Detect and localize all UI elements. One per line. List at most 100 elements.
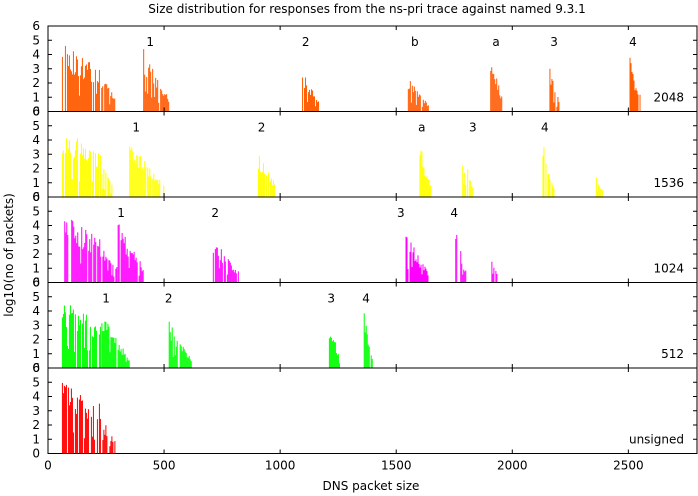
bar-1024-0-20 xyxy=(84,242,86,283)
bar-2048-4-3 xyxy=(410,102,412,112)
bar-unsigned-1-1 xyxy=(102,440,104,454)
bar-2048-0-22 xyxy=(83,77,85,112)
bar-2048-5-3 xyxy=(493,74,495,112)
panel-label: 512 xyxy=(661,347,684,361)
bar-2048-1-7 xyxy=(107,88,109,112)
bar-2048-4-19 xyxy=(426,105,428,112)
bar-512-1-4 xyxy=(105,321,107,368)
bar-1024-2-7 xyxy=(124,236,126,283)
bar-1536-4-10 xyxy=(429,185,431,197)
bar-1536-5-1 xyxy=(462,165,464,197)
bar-512-4-10 xyxy=(338,363,340,368)
bar-512-1-5 xyxy=(106,329,108,368)
bar-2048-2-17 xyxy=(160,88,162,112)
panel-label: 1024 xyxy=(653,262,684,276)
bar-512-3-22 xyxy=(190,361,192,368)
bar-2048-6-8 xyxy=(557,96,559,112)
bar-512-0-15 xyxy=(76,331,78,368)
y-tick-label: 2 xyxy=(32,418,40,432)
bar-1536-0-26 xyxy=(87,158,89,197)
bar-512-0-13 xyxy=(74,314,76,368)
bar-512-4-8 xyxy=(336,355,338,368)
bar-1536-2-9 xyxy=(138,167,140,197)
bar-1536-2-16 xyxy=(145,166,147,197)
y-tick-label: 1 xyxy=(32,90,40,104)
bar-512-0-38 xyxy=(99,326,101,368)
bar-512-0-8 xyxy=(69,305,71,368)
bar-512-2-6 xyxy=(123,354,125,368)
annotation-label: 3 xyxy=(550,35,558,49)
bar-2048-7-0 xyxy=(629,57,631,112)
bar-1536-5-8 xyxy=(469,179,471,197)
bar-512-2-11 xyxy=(128,360,130,368)
bar-512-0-11 xyxy=(72,309,74,368)
bar-2048-0-8 xyxy=(69,69,71,112)
bar-1024-1-3 xyxy=(104,260,106,283)
bar-2048-0-17 xyxy=(78,95,80,112)
bar-unsigned-0-7 xyxy=(68,405,70,454)
bar-1024-6-1 xyxy=(492,273,494,283)
bar-2048-5-11 xyxy=(501,96,503,112)
bar-2048-6-9 xyxy=(558,102,560,112)
bar-1024-3-17 xyxy=(229,262,231,283)
bar-2048-5-5 xyxy=(495,84,497,112)
bar-512-3-13 xyxy=(181,351,183,368)
bar-1024-0-21 xyxy=(85,229,87,283)
y-tick-label: 5 xyxy=(32,375,40,389)
bar-1536-3-7 xyxy=(263,173,265,197)
bar-2048-1-2 xyxy=(102,86,104,112)
bar-unsigned-0-37 xyxy=(98,403,100,454)
bar-1536-4-4 xyxy=(423,168,425,197)
bar-1536-0-8 xyxy=(69,152,71,197)
bar-1024-0-33 xyxy=(97,245,99,283)
bar-2048-2-7 xyxy=(150,71,152,112)
bar-2048-0-28 xyxy=(89,68,91,112)
bar-unsigned-0-22 xyxy=(83,438,85,454)
bar-1024-4-9 xyxy=(414,261,416,283)
bar-2048-4-0 xyxy=(407,89,409,112)
bar-512-4-3 xyxy=(331,341,333,368)
bar-1024-3-8 xyxy=(220,249,222,283)
chart-title: Size distribution for responses from the… xyxy=(148,2,585,16)
bar-2048-2-1 xyxy=(144,74,146,112)
bar-2048-7-7 xyxy=(636,90,638,112)
bar-1024-0-25 xyxy=(89,239,91,283)
bar-512-1-12 xyxy=(113,337,115,368)
bar-1536-0-11 xyxy=(72,158,74,197)
bar-unsigned-0-15 xyxy=(76,397,78,454)
bar-512-4-7 xyxy=(335,352,337,368)
bar-512-3-4 xyxy=(172,356,174,368)
bar-512-0-5 xyxy=(66,345,68,368)
bar-2048-2-21 xyxy=(164,94,166,112)
bar-1536-2-1 xyxy=(130,149,132,197)
bar-1536-2-13 xyxy=(142,167,144,197)
bar-1024-1-10 xyxy=(111,275,113,283)
bar-2048-4-16 xyxy=(423,103,425,112)
bar-512-0-30 xyxy=(91,336,93,368)
bar-unsigned-1-8 xyxy=(109,446,111,454)
bar-1024-4-1 xyxy=(406,237,408,283)
bar-1536-4-2 xyxy=(421,151,423,197)
bar-512-0-31 xyxy=(92,337,94,368)
bar-1024-0-16 xyxy=(80,263,82,283)
bar-1024-4-2 xyxy=(407,269,409,283)
bar-1536-0-36 xyxy=(97,153,99,197)
bar-1536-0-23 xyxy=(84,148,86,197)
bar-unsigned-0-9 xyxy=(70,388,72,454)
bar-512-0-3 xyxy=(64,312,66,368)
bar-2048-3-10 xyxy=(311,89,313,112)
bar-2048-2-25 xyxy=(168,101,170,112)
annotation-label: 4 xyxy=(362,292,370,306)
bar-1024-2-21 xyxy=(138,275,140,283)
bar-1024-2-25 xyxy=(142,270,144,283)
y-tick-label: 0 xyxy=(32,105,40,119)
bar-2048-2-2 xyxy=(145,91,147,112)
bar-2048-2-6 xyxy=(149,64,151,112)
y-tick-label: 1 xyxy=(32,261,40,275)
bar-1024-0-19 xyxy=(83,247,85,283)
bar-512-2-10 xyxy=(127,360,129,368)
bar-512-4-5 xyxy=(333,342,335,368)
bar-1536-2-11 xyxy=(140,155,142,197)
bar-2048-0-26 xyxy=(87,62,89,112)
